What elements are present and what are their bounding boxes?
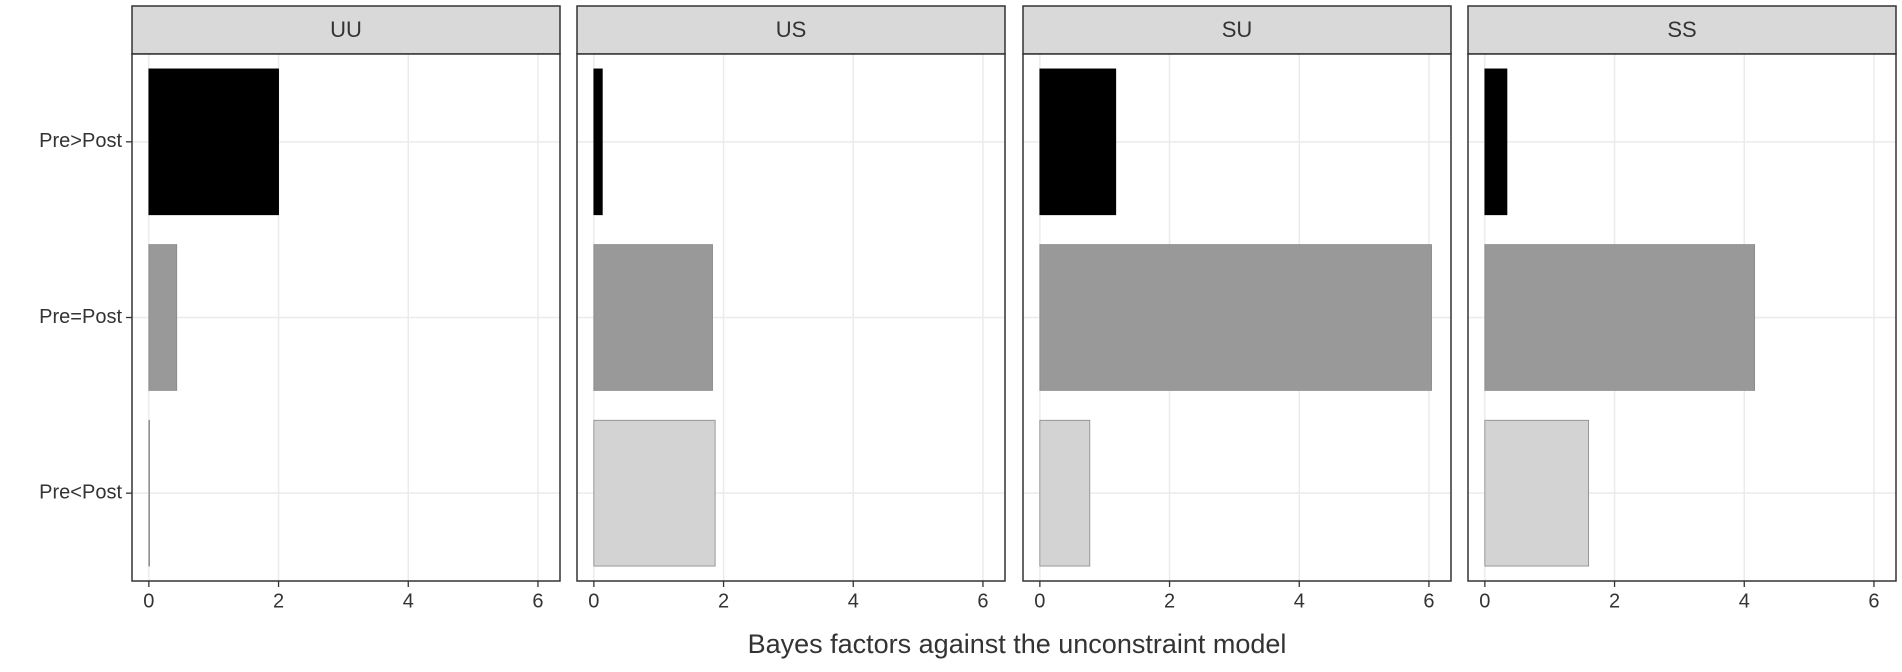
y-tick-label: Pre<Post	[39, 481, 122, 503]
x-tick-label: 2	[1609, 590, 1620, 612]
bar	[593, 244, 713, 391]
x-tick-label: 6	[977, 590, 988, 612]
panel-border	[1022, 53, 1452, 582]
x-tick-label: 4	[1294, 590, 1305, 612]
facet-title: SS	[1667, 17, 1696, 42]
bar	[593, 68, 603, 216]
x-tick-label: 6	[1868, 590, 1879, 612]
bar	[1484, 244, 1756, 391]
x-tick-label: 4	[1739, 590, 1750, 612]
x-tick-label: 2	[1164, 590, 1175, 612]
x-tick-label: 0	[1034, 590, 1045, 612]
facet-title: SU	[1222, 17, 1253, 42]
bar	[1039, 68, 1117, 216]
strip	[131, 5, 561, 55]
y-tick-label: Pre>Post	[39, 130, 122, 152]
bar	[1484, 68, 1508, 216]
bar	[148, 68, 279, 216]
panel-border	[1467, 53, 1897, 582]
y-tick-label: Pre=Post	[39, 306, 122, 328]
x-tick-label: 0	[588, 590, 599, 612]
x-tick-label: 4	[403, 590, 414, 612]
bar	[148, 419, 150, 567]
bar	[1039, 244, 1432, 391]
x-tick-label: 6	[532, 590, 543, 612]
x-tick-label: 2	[273, 590, 284, 612]
x-axis-label: Bayes factors against the unconstraint m…	[748, 629, 1287, 659]
bar	[148, 244, 178, 391]
x-tick-label: 0	[1479, 590, 1490, 612]
x-tick-label: 2	[718, 590, 729, 612]
panel-border	[576, 53, 1006, 582]
bar	[1484, 419, 1590, 567]
strip	[576, 5, 1006, 55]
x-tick-label: 0	[143, 590, 154, 612]
facet-title: US	[776, 17, 807, 42]
bar	[593, 419, 716, 567]
facet-title: UU	[330, 17, 362, 42]
strip	[1467, 5, 1897, 55]
strip	[1022, 5, 1452, 55]
x-tick-label: 6	[1423, 590, 1434, 612]
x-tick-label: 4	[848, 590, 859, 612]
panel-border	[131, 53, 561, 582]
bar	[1039, 419, 1091, 567]
